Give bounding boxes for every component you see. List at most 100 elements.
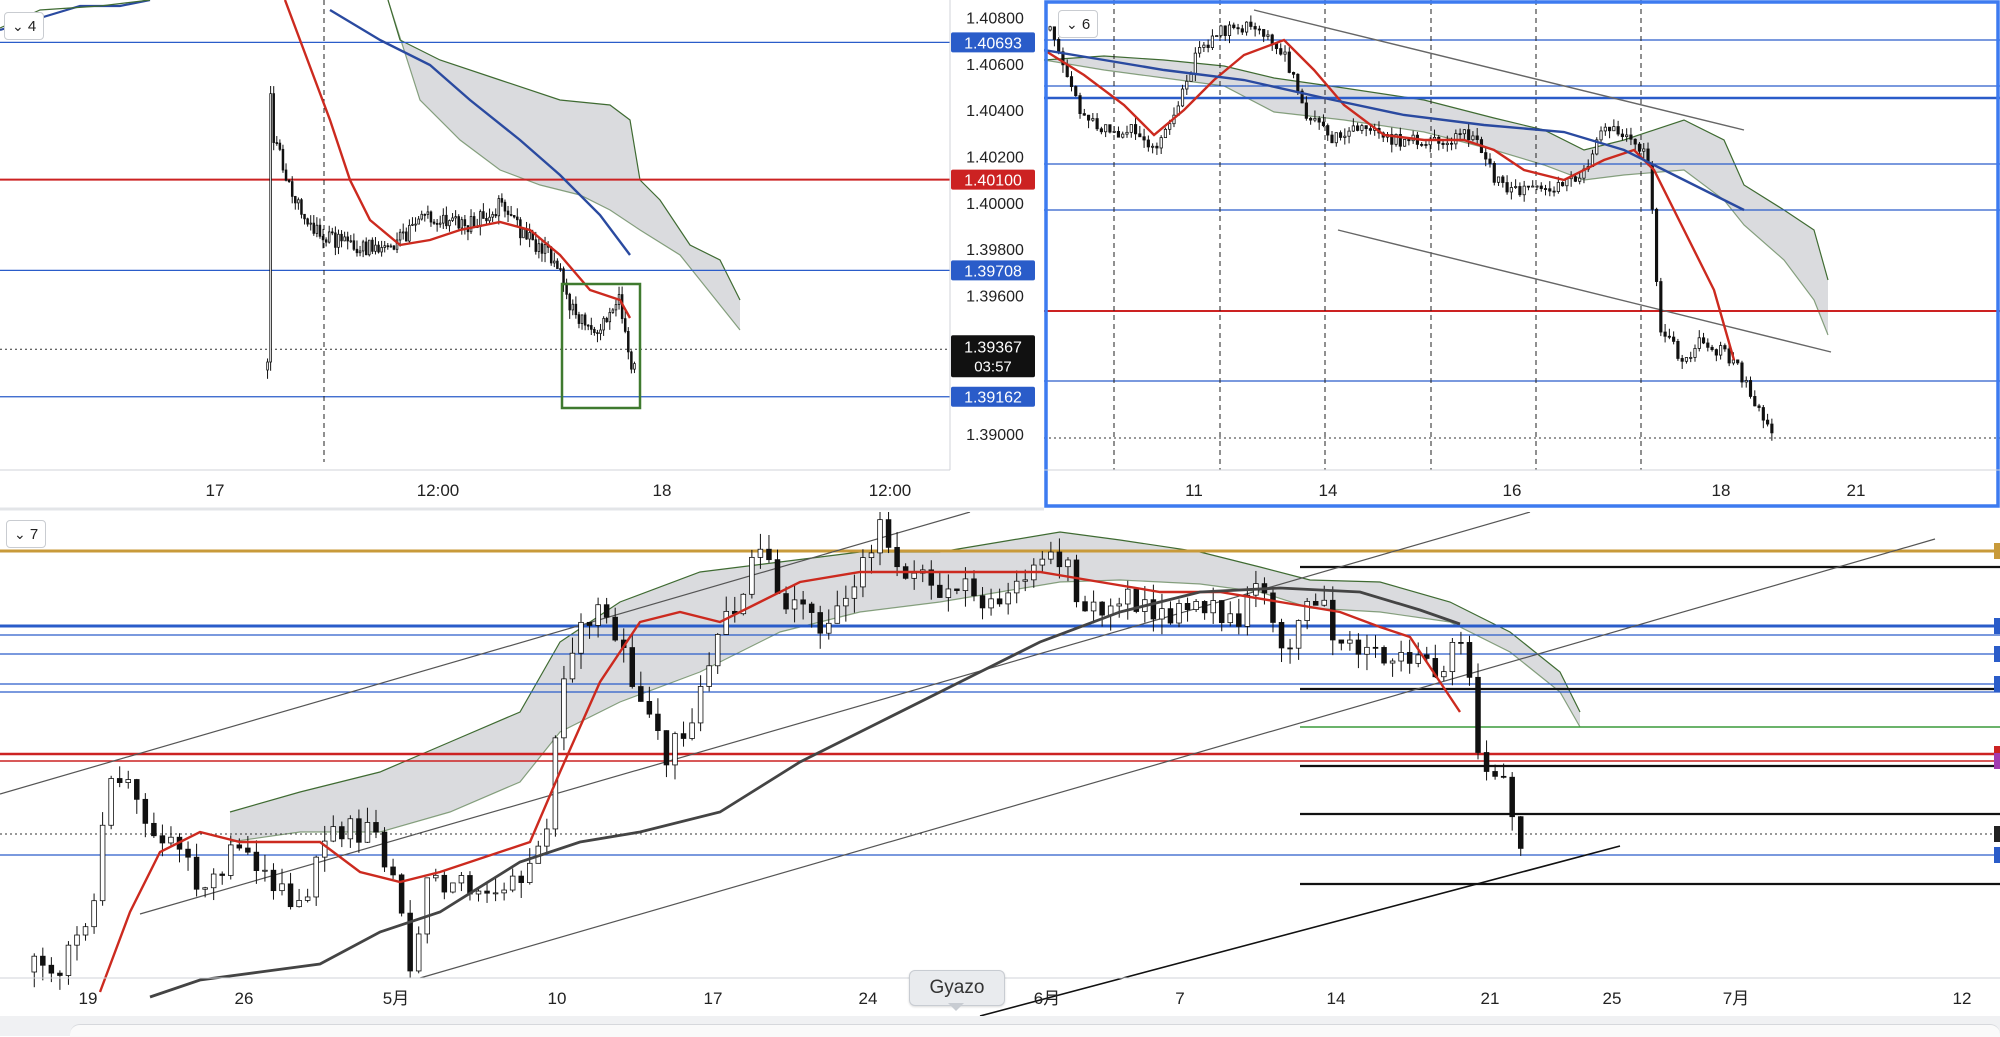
candle-body	[82, 926, 89, 936]
candle-body	[303, 213, 306, 220]
active-panel-border	[1044, 0, 2000, 508]
chart-panel-4[interactable]: 1.40800 1.40693 1.40600 1.40400 1.40200 1.401…	[0, 0, 1050, 512]
candle-body	[1535, 185, 1539, 188]
time-axis-label: 14	[1327, 989, 1346, 1008]
candle-body	[371, 239, 374, 252]
candle-body	[1364, 125, 1368, 130]
candle-body	[380, 247, 383, 253]
candle-body	[315, 224, 319, 234]
candle-body	[1159, 608, 1165, 620]
time-axis-label: 17	[704, 989, 723, 1008]
ichimoku-cloud	[230, 532, 1580, 842]
candle-body	[1262, 29, 1266, 37]
candle-body	[603, 604, 610, 618]
candle-body	[1736, 359, 1740, 364]
candle-body	[1086, 114, 1091, 121]
candle-body	[1475, 676, 1481, 753]
price-axis-label: 1.40000	[966, 196, 1024, 213]
chart-panel-6[interactable]: 11 14 16 18 21	[1044, 0, 2000, 512]
chart-panel-7[interactable]: 19 26 5月 10 17 24 6月 7 14 21 25 7月 12	[0, 512, 2000, 1016]
candle-body	[1287, 51, 1291, 73]
candle-body	[528, 232, 531, 240]
candle-body	[210, 873, 217, 889]
candle-body	[1167, 608, 1174, 624]
candle-body	[791, 599, 798, 610]
candle-body	[116, 778, 123, 783]
candle-body	[1176, 603, 1182, 624]
candle-body	[1475, 135, 1479, 140]
candle-body	[689, 722, 695, 739]
candle-body	[540, 243, 544, 254]
candle-body	[1731, 359, 1736, 364]
candle-body	[1701, 337, 1706, 344]
gyazo-tooltip[interactable]: Gyazo	[909, 970, 1005, 1006]
candle-body	[1056, 551, 1063, 568]
candle-body	[612, 616, 618, 641]
candle-body	[1753, 396, 1757, 407]
candle-body	[655, 713, 661, 731]
candle-body	[583, 314, 587, 326]
candle-body	[630, 351, 633, 370]
panel-tab-4[interactable]: ⌄ 4	[4, 12, 45, 40]
price-axis-label: 1.40400	[966, 103, 1024, 120]
candle-body	[1215, 35, 1219, 38]
candle-body	[1151, 145, 1155, 148]
candle-body	[1500, 775, 1507, 778]
panel-background	[0, 0, 1050, 512]
candle-body	[516, 216, 519, 221]
candle-body	[1603, 126, 1607, 132]
candle-body	[415, 933, 422, 972]
current-price-tag	[951, 335, 1035, 378]
candle-body	[1236, 27, 1240, 30]
candle-body	[1295, 620, 1302, 649]
candle-body	[296, 900, 302, 908]
candle-body	[1257, 28, 1261, 31]
candle-body	[383, 245, 386, 248]
candle-body	[266, 361, 269, 371]
candle-body	[569, 652, 576, 680]
candle-body	[1052, 26, 1056, 40]
chevron-down-icon: ⌄	[1066, 16, 1078, 32]
candle-body	[392, 245, 396, 250]
candle-body	[1150, 599, 1157, 620]
candle-body	[1492, 771, 1498, 777]
panel-tab-7[interactable]: ⌄ 7	[6, 520, 47, 548]
panel-tab-6[interactable]: ⌄ 6	[1058, 10, 1099, 38]
candle-body	[457, 216, 460, 229]
candle-body	[1556, 182, 1560, 193]
candle-body	[525, 228, 528, 240]
candle-body	[1368, 128, 1373, 131]
candle-body	[1291, 72, 1296, 75]
candle-body	[574, 303, 578, 316]
candle-body	[503, 201, 507, 212]
candle-body	[334, 232, 337, 248]
candle-body	[407, 912, 413, 972]
candle-body	[1390, 134, 1394, 145]
candle-body	[1351, 125, 1355, 132]
candle-body	[971, 578, 977, 597]
candle-body	[1180, 88, 1185, 107]
candle-body	[1766, 419, 1770, 425]
candle-body	[1061, 51, 1065, 66]
candle-body	[312, 222, 316, 234]
candle-body	[714, 634, 721, 667]
candle-body	[1193, 52, 1197, 75]
candle-body	[568, 293, 571, 311]
candle-body	[488, 216, 491, 222]
candle-body	[1599, 130, 1603, 141]
candle-body	[614, 304, 618, 311]
candle-body	[1483, 752, 1490, 772]
candle-body	[435, 223, 439, 225]
candle-body	[1048, 26, 1052, 31]
candle-body	[294, 195, 297, 204]
candle-body	[1090, 601, 1097, 612]
time-axis-label: 7	[1175, 989, 1184, 1008]
candle-body	[1467, 129, 1471, 141]
time-axis-label: 24	[859, 989, 878, 1008]
candle-body	[512, 215, 516, 218]
time-axis-label: 11	[1185, 481, 1203, 500]
candle-body	[527, 862, 533, 883]
candle-body	[1629, 134, 1633, 140]
candle-body	[1185, 80, 1189, 90]
candle-body	[556, 260, 559, 269]
